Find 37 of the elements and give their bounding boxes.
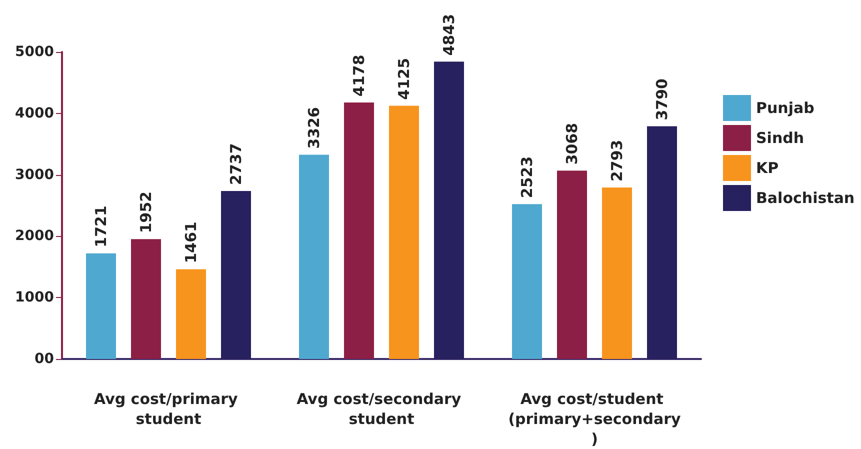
data-label: 3326 [305,107,323,149]
bar [221,190,251,359]
y-tick-label: 3000 [15,166,54,183]
legend-label: Balochistan [756,189,855,207]
bar [512,204,542,359]
bar [602,188,632,359]
data-label: 3790 [653,78,671,120]
legend-label: KP [756,159,779,177]
bar [344,102,374,359]
data-label: 1461 [182,222,200,264]
bar [557,170,587,359]
data-label: 2737 [227,143,245,185]
y-tick-label: 2000 [15,228,54,244]
data-label: 2793 [608,140,626,182]
bar [647,126,677,359]
data-label: 2523 [518,156,536,198]
data-label: 3068 [563,122,581,165]
x-tick-label: Avg cost/primary student [94,390,244,428]
data-label: 1952 [137,191,155,234]
x-tick-label: Avg cost/student (primary+secondary) [508,390,682,448]
bar [389,106,419,359]
x-tick-label: Avg cost/secondary student [296,390,466,428]
legend-label: Punjab [756,99,815,117]
data-label: 1721 [92,206,110,248]
data-label: 4843 [440,14,458,56]
y-tick-label: 5000 [15,44,54,60]
bar [299,154,329,359]
y-tick-label: 00 [34,351,54,367]
bar [434,62,464,359]
bar [176,269,206,359]
y-tick-label: 1000 [15,290,54,306]
data-label: 4125 [395,58,413,100]
bar [131,239,161,359]
legend-label: Sindh [756,129,804,147]
data-label: 4178 [350,54,368,96]
bar [86,253,116,359]
y-tick-label: 4000 [15,105,54,122]
